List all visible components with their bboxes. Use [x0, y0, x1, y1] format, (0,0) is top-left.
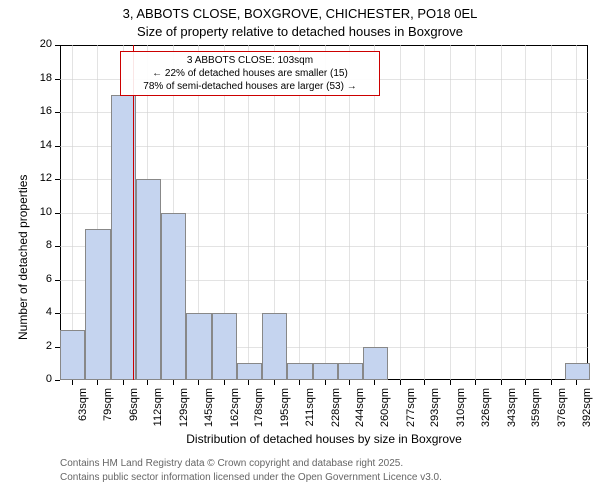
x-tick: [274, 380, 275, 385]
x-tick-label: 63sqm: [77, 388, 89, 433]
gridline-vertical: [501, 45, 502, 380]
annotation-line3: 78% of semi-detached houses are larger (…: [127, 80, 373, 93]
y-tick: [55, 146, 60, 147]
x-tick-label: 359sqm: [530, 388, 542, 433]
histogram-bar: [85, 229, 110, 380]
footer-line2: Contains public sector information licen…: [60, 472, 442, 483]
x-tick: [475, 380, 476, 385]
x-tick: [198, 380, 199, 385]
x-tick: [248, 380, 249, 385]
gridline-vertical: [576, 45, 577, 380]
x-tick: [501, 380, 502, 385]
x-tick-label: 79sqm: [102, 388, 114, 433]
x-tick: [224, 380, 225, 385]
histogram-bar: [262, 313, 287, 380]
x-tick: [97, 380, 98, 385]
x-tick-label: 277sqm: [405, 388, 417, 433]
y-axis-label: Number of detached properties: [16, 175, 30, 340]
x-tick-label: 162sqm: [229, 388, 241, 433]
footer-line1: Contains HM Land Registry data © Crown c…: [60, 458, 403, 469]
x-tick-label: 228sqm: [330, 388, 342, 433]
x-tick-label: 178sqm: [253, 388, 265, 433]
y-tick: [55, 45, 60, 46]
x-tick-label: 244sqm: [354, 388, 366, 433]
x-tick: [400, 380, 401, 385]
y-tick-label: 0: [30, 373, 52, 385]
x-tick: [147, 380, 148, 385]
y-tick: [55, 179, 60, 180]
x-tick: [424, 380, 425, 385]
histogram-bar: [212, 313, 237, 380]
x-tick-label: 376sqm: [556, 388, 568, 433]
y-tick: [55, 246, 60, 247]
y-tick-label: 2: [30, 340, 52, 352]
histogram-bar: [136, 179, 161, 380]
x-tick-label: 310sqm: [455, 388, 467, 433]
gridline-vertical: [475, 45, 476, 380]
y-tick-label: 12: [30, 172, 52, 184]
x-tick: [72, 380, 73, 385]
histogram-bar: [363, 347, 388, 381]
x-tick-label: 343sqm: [506, 388, 518, 433]
x-tick-label: 145sqm: [203, 388, 215, 433]
y-tick-label: 6: [30, 273, 52, 285]
gridline-vertical: [424, 45, 425, 380]
y-tick-label: 18: [30, 72, 52, 84]
y-tick: [55, 313, 60, 314]
gridline-vertical: [551, 45, 552, 380]
x-tick-label: 260sqm: [379, 388, 391, 433]
x-tick: [576, 380, 577, 385]
chart-container: 3, ABBOTS CLOSE, BOXGROVE, CHICHESTER, P…: [0, 0, 600, 500]
gridline-vertical: [400, 45, 401, 380]
gridline-vertical: [450, 45, 451, 380]
x-tick: [525, 380, 526, 385]
y-tick-label: 8: [30, 239, 52, 251]
y-tick-label: 16: [30, 105, 52, 117]
x-tick-label: 129sqm: [178, 388, 190, 433]
y-tick-label: 10: [30, 206, 52, 218]
histogram-bar: [237, 363, 262, 380]
histogram-bar: [287, 363, 312, 380]
x-tick-label: 293sqm: [429, 388, 441, 433]
x-tick-label: 211sqm: [304, 388, 316, 433]
y-tick: [55, 79, 60, 80]
x-tick: [325, 380, 326, 385]
x-tick: [374, 380, 375, 385]
x-tick: [450, 380, 451, 385]
histogram-bar: [186, 313, 211, 380]
histogram-bar: [338, 363, 363, 380]
histogram-bar: [313, 363, 338, 380]
y-tick: [55, 213, 60, 214]
annotation-line2: ← 22% of detached houses are smaller (15…: [127, 67, 373, 80]
x-tick-label: 195sqm: [279, 388, 291, 433]
histogram-bar: [565, 363, 590, 380]
x-tick: [299, 380, 300, 385]
chart-title-line2: Size of property relative to detached ho…: [0, 24, 600, 39]
x-tick: [551, 380, 552, 385]
x-tick: [173, 380, 174, 385]
x-tick-label: 112sqm: [152, 388, 164, 433]
y-tick-label: 4: [30, 306, 52, 318]
annotation-box: 3 ABBOTS CLOSE: 103sqm← 22% of detached …: [120, 51, 380, 96]
y-tick-label: 14: [30, 139, 52, 151]
gridline-vertical: [525, 45, 526, 380]
y-tick: [55, 280, 60, 281]
x-tick-label: 392sqm: [581, 388, 593, 433]
y-tick-label: 20: [30, 38, 52, 50]
histogram-bar: [161, 213, 186, 381]
x-tick: [349, 380, 350, 385]
x-axis-label: Distribution of detached houses by size …: [60, 432, 588, 446]
y-tick: [55, 380, 60, 381]
histogram-bar: [111, 95, 136, 380]
x-tick-label: 96sqm: [128, 388, 140, 433]
histogram-bar: [60, 330, 85, 380]
annotation-line1: 3 ABBOTS CLOSE: 103sqm: [127, 54, 373, 67]
x-tick-label: 326sqm: [480, 388, 492, 433]
chart-title-line1: 3, ABBOTS CLOSE, BOXGROVE, CHICHESTER, P…: [0, 6, 600, 21]
x-tick: [123, 380, 124, 385]
y-tick: [55, 112, 60, 113]
